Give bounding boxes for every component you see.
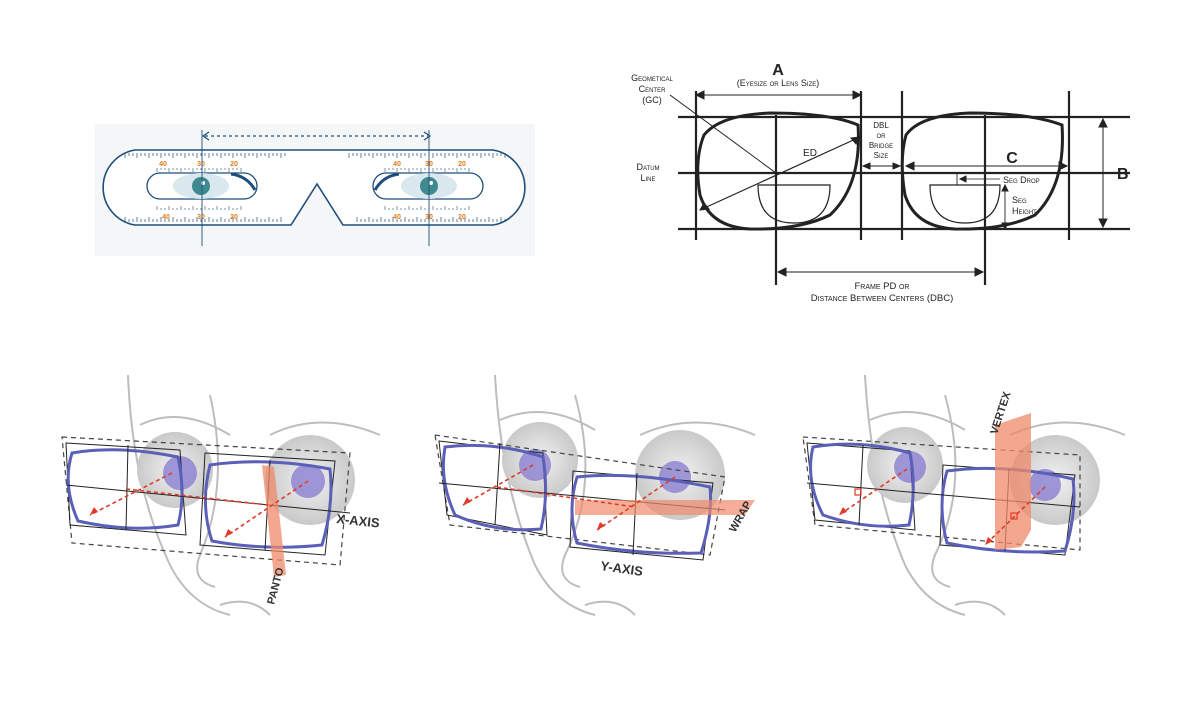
y-axis-panel: Y-AXIS WRAP <box>425 365 795 625</box>
y-axis-label: Y-AXIS <box>600 558 645 579</box>
label-seg-height-2: Height <box>1012 206 1037 216</box>
panto-plane <box>262 465 286 577</box>
right-lens-outline <box>900 111 1064 231</box>
label-datum-2: Line <box>640 173 655 183</box>
label-frame-pd-2: Distance Between Centers (DBC) <box>811 293 954 304</box>
label-datum-1: Datum <box>636 162 659 172</box>
y-axis-illustration: Y-AXIS WRAP <box>434 374 756 616</box>
x-axis-illustration: X-AXIS PANTO <box>61 374 381 616</box>
label-dbl-3: Bridge <box>869 141 893 150</box>
ruler-label-bl-30: 30 <box>197 214 205 221</box>
label-gc-3: (GC) <box>642 95 662 105</box>
x-axis-panel: X-AXIS PANTO <box>50 365 410 625</box>
label-dbl-2: or <box>877 131 887 140</box>
v-left-lens <box>809 442 915 528</box>
ruler-label-br-20: 20 <box>458 214 466 221</box>
x-right-lens <box>203 460 333 549</box>
x-left-lens <box>66 448 184 530</box>
x-axis-label: X-AXIS <box>336 511 381 530</box>
label-c: C <box>1006 150 1018 167</box>
vertex-panel: VERTEX <box>795 365 1150 625</box>
y-left-lens <box>441 443 548 532</box>
ruler-outline <box>102 149 526 226</box>
label-dbl-4: Size <box>874 151 889 160</box>
ruler-label-bl-20: 20 <box>230 214 238 221</box>
label-frame-pd-1: Frame PD or <box>854 281 909 292</box>
label-ed: ED <box>803 148 817 159</box>
ruler-label-tr-20: 20 <box>458 161 466 168</box>
label-gc-2: Center <box>639 84 667 94</box>
vertex-illustration: VERTEX <box>802 374 1126 616</box>
ruler-label-tr-40: 40 <box>393 161 401 168</box>
frame-measurement-diagram: A (Eyesize or Lens Size) B C ED Geometic… <box>631 62 1130 304</box>
pd-ruler-panel: 40 30 20 40 30 20 40 30 20 40 30 20 <box>95 124 535 256</box>
ruler-label-tl-20: 20 <box>230 161 238 168</box>
label-gc-1: Geometical <box>631 73 673 83</box>
label-dbl-1: DBL <box>873 121 889 130</box>
label-a: A <box>772 62 784 79</box>
label-b: B <box>1117 166 1129 183</box>
left-lens-outline <box>696 111 860 231</box>
panto-label: PANTO <box>265 566 286 606</box>
label-seg-height-1: Seg <box>1012 195 1027 205</box>
ruler-label-tl-30: 30 <box>197 161 205 168</box>
left-pupil-icon <box>192 177 210 195</box>
label-seg-drop: Seg Drop <box>1003 175 1040 185</box>
ruler-label-br-40: 40 <box>393 214 401 221</box>
frame-measurement-panel: A (Eyesize or Lens Size) B C ED Geometic… <box>600 55 1140 315</box>
vertex-plane <box>995 413 1031 550</box>
wrap-plane <box>575 500 755 515</box>
y-right-lens <box>570 473 713 555</box>
label-a-sub: (Eyesize or Lens Size) <box>737 78 820 88</box>
ruler-label-tl-40: 40 <box>159 161 167 168</box>
ruler-label-bl-40: 40 <box>162 214 170 221</box>
pd-ruler-illustration: 40 30 20 40 30 20 40 30 20 40 30 20 <box>95 124 535 256</box>
